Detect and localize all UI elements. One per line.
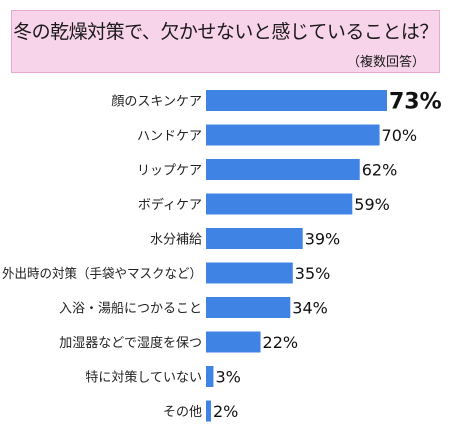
category-label: 水分補給 — [150, 233, 202, 248]
bar — [206, 159, 360, 180]
bar — [206, 228, 303, 249]
value-label: 3% — [215, 368, 240, 387]
category-label: 加湿器などで湿度を保つ — [59, 335, 202, 351]
category-label: 入浴・湯船につかること — [59, 302, 202, 317]
bar — [206, 262, 293, 284]
category-label: 特に対策していない — [85, 370, 202, 386]
category-label: 外出時の対策（手袋やマスクなど） — [2, 266, 202, 282]
category-label: ハンドケア — [137, 129, 202, 144]
value-label: 22% — [263, 333, 299, 352]
value-label: 59% — [354, 195, 390, 214]
bar — [206, 400, 211, 422]
category-label: ボディケア — [138, 197, 202, 213]
value-label: 39% — [305, 230, 341, 249]
value-label: 35% — [295, 264, 331, 283]
category-label: リップケア — [137, 164, 202, 179]
chart-subtitle: （複数回答） — [346, 55, 425, 70]
value-label: 34% — [292, 299, 328, 318]
bar — [206, 124, 380, 146]
bar — [206, 90, 387, 111]
bar — [206, 331, 261, 353]
title-box: 冬の乾燥対策で、欠かせないと感じていることは？ （複数回答） — [11, 10, 440, 73]
bar — [206, 193, 353, 215]
category-label: その他 — [163, 405, 202, 420]
bar — [206, 297, 291, 318]
category-label: 顔のスキンケア — [111, 95, 202, 110]
value-label: 70% — [382, 126, 418, 145]
chart-title: 冬の乾燥対策で、欠かせないと感じていることは？ — [13, 21, 438, 43]
bar — [206, 366, 214, 387]
value-label: 73% — [389, 90, 442, 115]
value-label: 2% — [213, 402, 238, 421]
value-label: 62% — [362, 161, 398, 180]
